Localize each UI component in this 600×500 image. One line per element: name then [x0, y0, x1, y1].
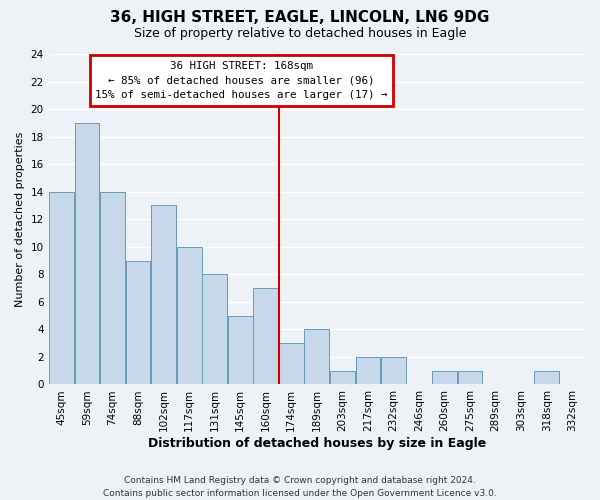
Bar — [304, 330, 329, 384]
Bar — [458, 370, 482, 384]
X-axis label: Distribution of detached houses by size in Eagle: Distribution of detached houses by size … — [148, 437, 486, 450]
Bar — [228, 316, 253, 384]
Text: Size of property relative to detached houses in Eagle: Size of property relative to detached ho… — [134, 28, 466, 40]
Bar — [279, 343, 304, 384]
Text: 36, HIGH STREET, EAGLE, LINCOLN, LN6 9DG: 36, HIGH STREET, EAGLE, LINCOLN, LN6 9DG — [110, 10, 490, 25]
Bar — [125, 260, 151, 384]
Bar — [330, 370, 355, 384]
Bar — [253, 288, 278, 384]
Text: 36 HIGH STREET: 168sqm
← 85% of detached houses are smaller (96)
15% of semi-det: 36 HIGH STREET: 168sqm ← 85% of detached… — [95, 60, 388, 100]
Bar — [74, 123, 100, 384]
Y-axis label: Number of detached properties: Number of detached properties — [15, 132, 25, 307]
Bar — [381, 357, 406, 384]
Bar — [535, 370, 559, 384]
Bar — [202, 274, 227, 384]
Bar — [432, 370, 457, 384]
Bar — [100, 192, 125, 384]
Bar — [151, 206, 176, 384]
Bar — [177, 247, 202, 384]
Text: Contains HM Land Registry data © Crown copyright and database right 2024.
Contai: Contains HM Land Registry data © Crown c… — [103, 476, 497, 498]
Bar — [49, 192, 74, 384]
Bar — [356, 357, 380, 384]
